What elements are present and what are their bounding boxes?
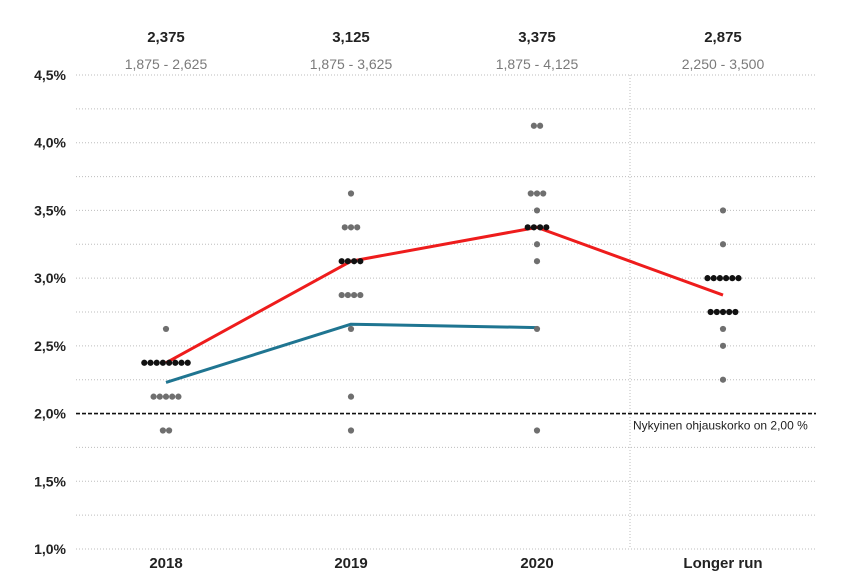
projection-dot	[175, 393, 182, 400]
y-tick-label: 3,0%	[34, 270, 66, 286]
series-line-1	[165, 225, 724, 365]
median-label: 3,125	[332, 29, 370, 46]
y-tick-label: 2,5%	[34, 338, 66, 354]
median-dot	[735, 275, 742, 282]
range-label: 1,875 - 3,625	[310, 56, 393, 72]
median-dot	[172, 359, 179, 366]
range-label: 2,250 - 3,500	[682, 56, 765, 72]
y-tick-label: 1,5%	[34, 473, 66, 489]
projection-dot	[169, 393, 176, 400]
projection-dot	[156, 393, 163, 400]
range-label: 1,875 - 4,125	[496, 56, 579, 72]
median-label: 2,375	[147, 29, 185, 46]
projection-dot	[719, 325, 727, 333]
median-dot	[141, 359, 148, 366]
series-line-2	[165, 322, 538, 384]
projection-dot	[537, 122, 544, 129]
median-dot	[344, 258, 351, 265]
projection-dot	[527, 190, 534, 197]
projection-dot	[347, 224, 355, 231]
projection-dot	[719, 241, 727, 248]
median-dot	[184, 359, 191, 366]
projection-dot	[530, 122, 538, 129]
median-dot	[357, 258, 364, 265]
median-dot	[338, 258, 345, 265]
series-layer	[165, 225, 724, 384]
median-dot	[719, 308, 727, 316]
median-dot	[178, 359, 185, 366]
median-dot	[713, 308, 720, 316]
projection-dot	[533, 207, 541, 214]
projection-dot	[719, 207, 727, 214]
projection-dot	[150, 393, 157, 400]
x-category-label: 2018	[149, 555, 182, 572]
median-dot	[524, 224, 531, 231]
median-dot	[351, 258, 358, 265]
y-tick-label: 1,0%	[34, 541, 66, 557]
dot-layer	[141, 122, 742, 434]
projection-dot	[719, 376, 727, 383]
projection-dot	[166, 427, 173, 434]
projection-dot	[338, 291, 345, 299]
median-dot	[530, 224, 538, 231]
projection-dot	[347, 190, 355, 197]
projection-dot	[351, 291, 358, 299]
median-dot	[732, 308, 739, 316]
projection-dot	[347, 325, 355, 333]
projection-dot	[533, 190, 541, 197]
median-dot	[710, 275, 717, 282]
reference-line-label: Nykyinen ohjauskorko on 2,00 %	[633, 419, 808, 433]
grid-layer	[76, 74, 816, 550]
projection-dot	[162, 325, 170, 333]
projection-dot	[347, 393, 355, 400]
projection-dot	[540, 190, 547, 197]
projection-dot	[357, 291, 364, 299]
projection-dot	[719, 342, 727, 349]
median-dot	[147, 359, 154, 366]
projection-dot	[354, 224, 361, 231]
median-dot	[543, 224, 550, 231]
y-tick-label: 3,5%	[34, 202, 66, 218]
median-dot	[707, 308, 714, 316]
projection-dot	[341, 224, 348, 231]
median-dot	[716, 275, 724, 282]
projection-dot	[533, 427, 541, 434]
y-tick-label: 2,0%	[34, 406, 66, 422]
label-layer: Nykyinen ohjauskorko on 2,00 % 1,0% 1,5% 2,…	[34, 29, 808, 572]
x-category-label: Longer run	[683, 555, 762, 572]
projection-dot	[162, 393, 170, 400]
x-category-label: 2019	[334, 555, 367, 572]
median-dot	[729, 275, 736, 282]
projection-dot	[347, 427, 355, 434]
median-dot	[537, 224, 544, 231]
median-dot	[723, 275, 730, 282]
median-label: 2,875	[704, 29, 742, 46]
median-dot	[159, 359, 166, 366]
projection-dot	[533, 241, 541, 248]
projection-dot	[533, 325, 541, 333]
median-dot	[153, 359, 160, 366]
range-label: 1,875 - 2,625	[125, 56, 208, 72]
projection-dot	[344, 291, 351, 299]
x-category-label: 2020	[520, 555, 553, 572]
median-dot	[166, 359, 173, 366]
y-tick-label: 4,5%	[34, 67, 66, 83]
projection-dot	[533, 258, 541, 265]
median-label: 3,375	[518, 29, 556, 46]
median-dot	[726, 308, 733, 316]
y-tick-label: 4,0%	[34, 135, 66, 151]
projection-dot	[159, 427, 166, 434]
median-dot	[704, 275, 711, 282]
